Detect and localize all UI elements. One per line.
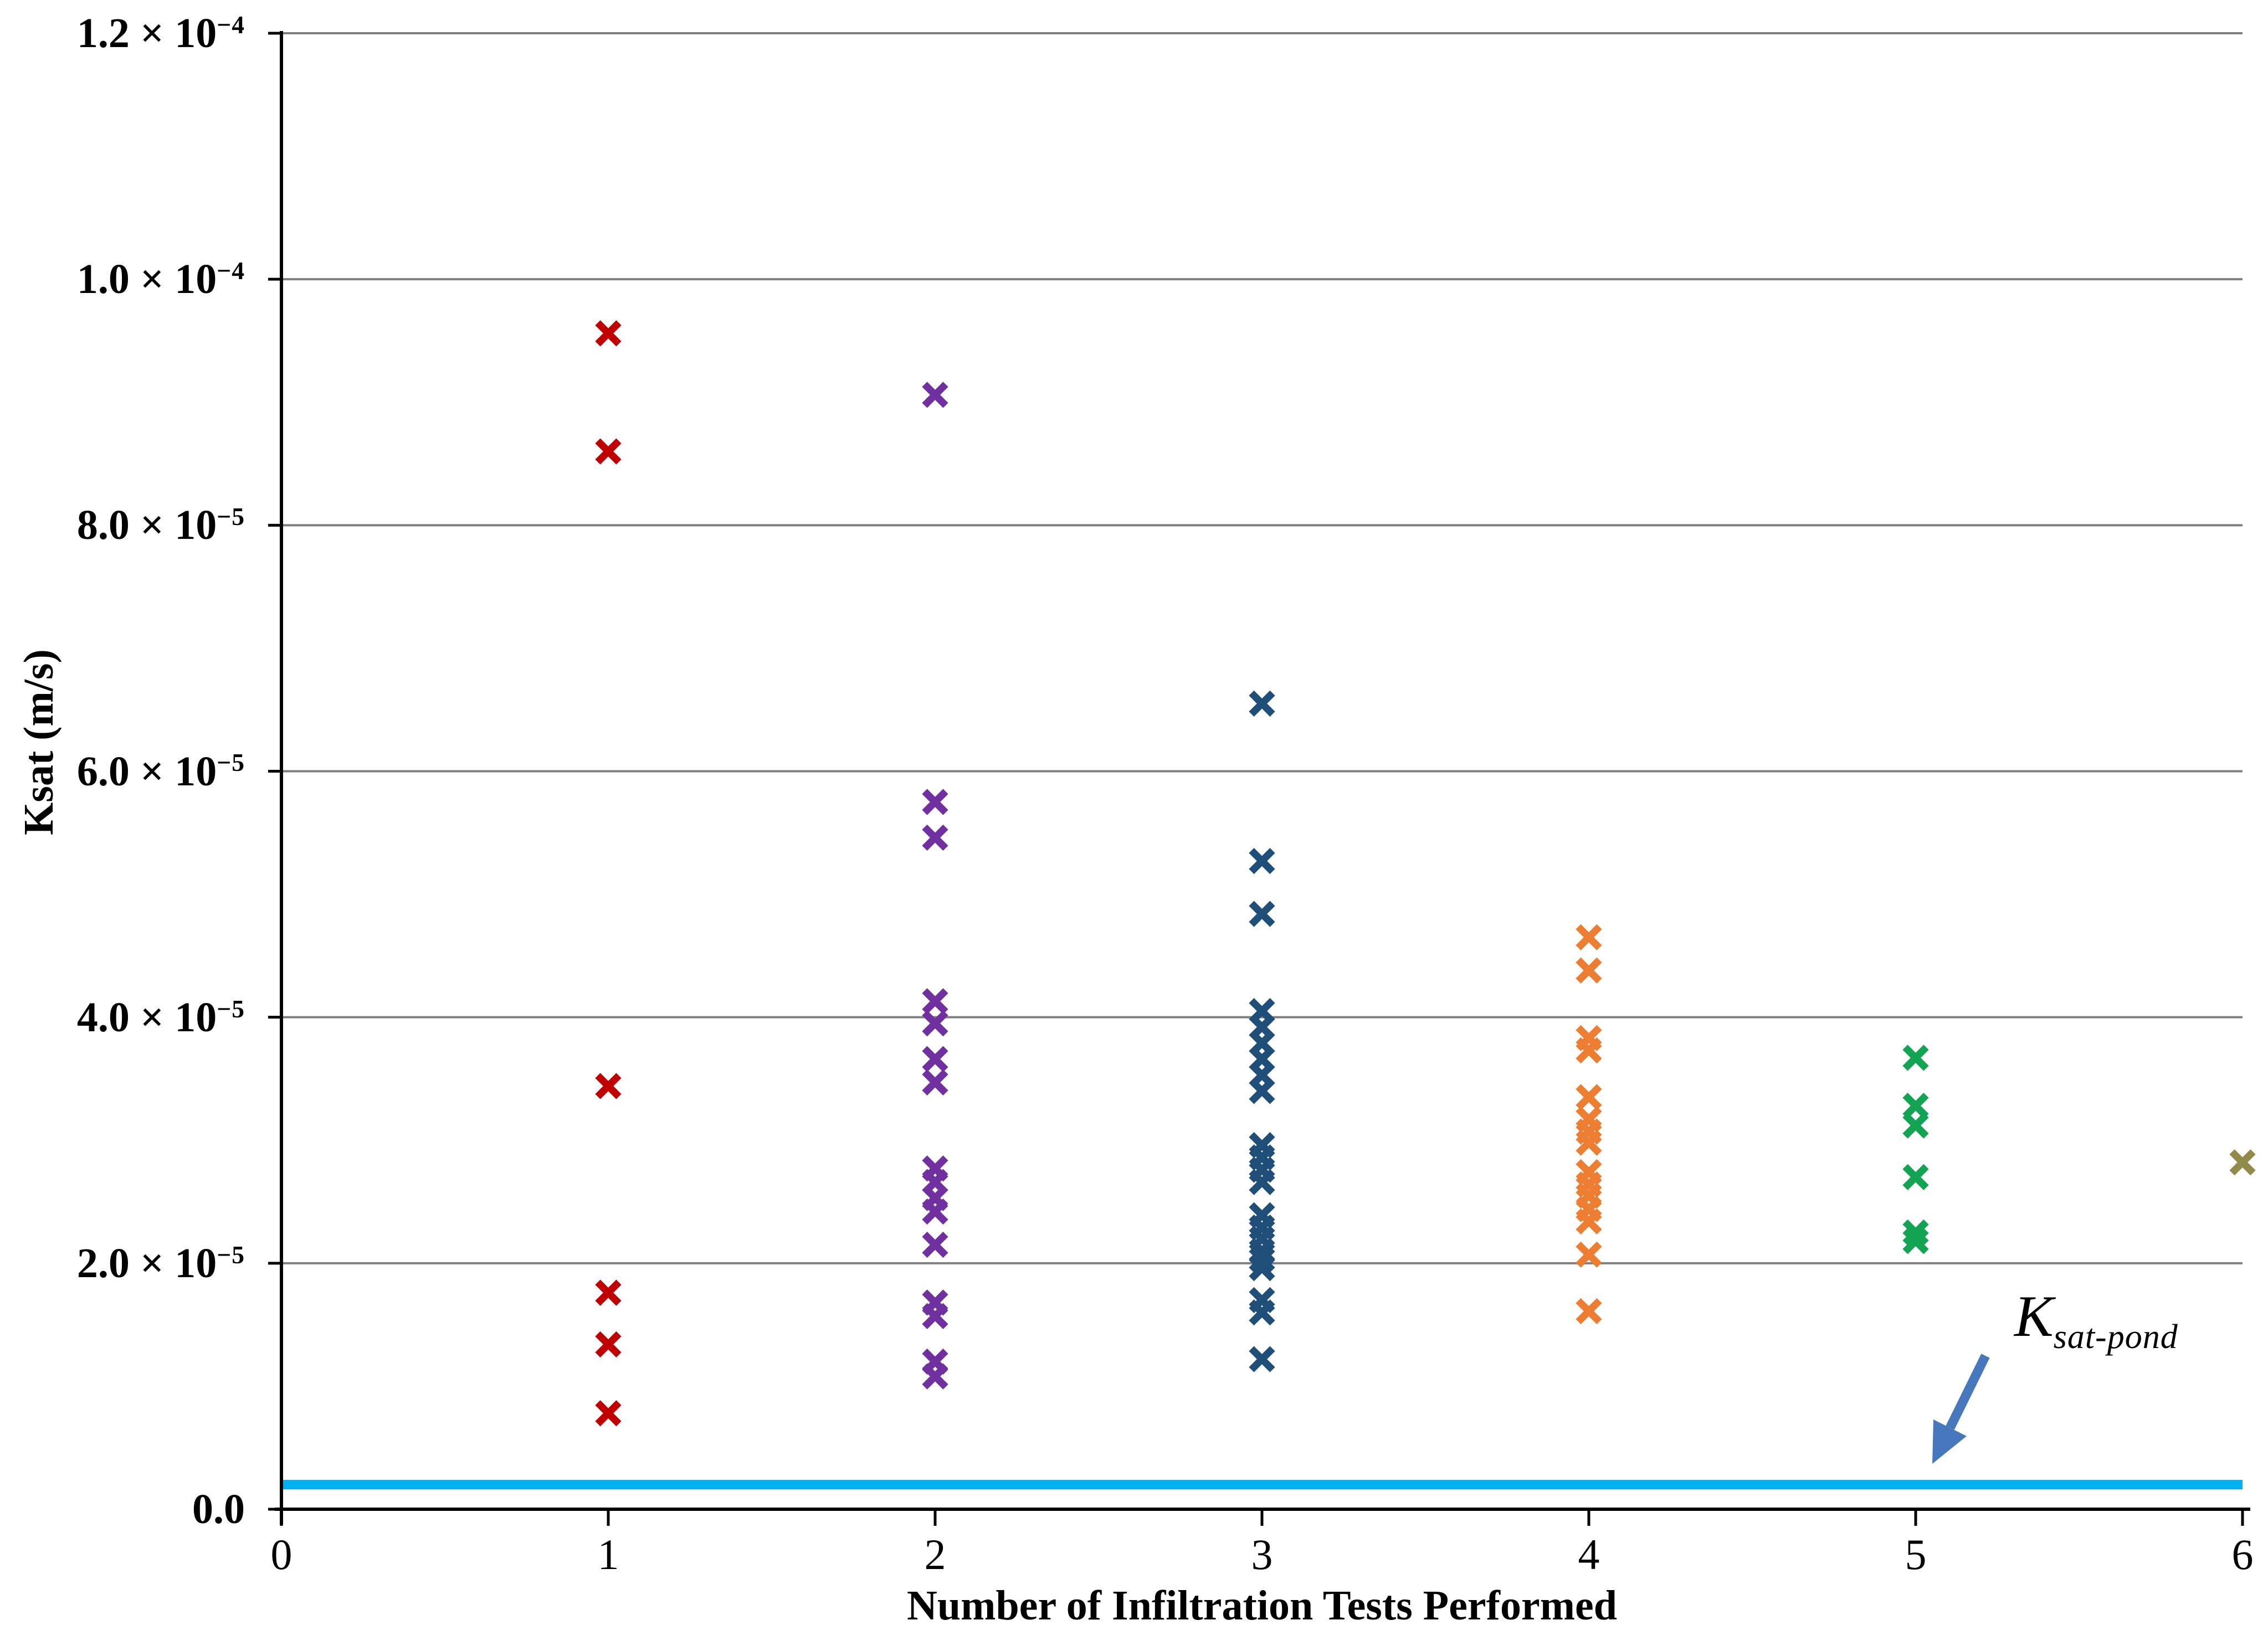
ref-line-annotation: Ksat-pond bbox=[2014, 1284, 2178, 1356]
y-tick-label: 8.0 × 10−5 bbox=[76, 502, 245, 549]
y-tick-label: 6.0 × 10−5 bbox=[76, 748, 245, 795]
data-point-marker bbox=[1902, 1164, 1929, 1190]
data-point-marker bbox=[922, 1069, 948, 1095]
data-point-marker bbox=[1902, 1092, 1929, 1119]
data-point-marker bbox=[922, 988, 948, 1015]
y-tick-label: 0.0 bbox=[192, 1486, 245, 1532]
x-tick-label: 5 bbox=[1905, 1530, 1927, 1578]
data-point-marker bbox=[1576, 1129, 1602, 1156]
x-tick-label: 2 bbox=[924, 1530, 946, 1578]
data-point-marker bbox=[2229, 1149, 2256, 1176]
y-tick-label: 1.2 × 10−4 bbox=[76, 10, 245, 56]
data-point-marker bbox=[1576, 1241, 1602, 1268]
x-axis-title: Number of Infiltration Tests Performed bbox=[906, 1582, 1618, 1629]
data-point-marker bbox=[1249, 690, 1275, 717]
data-point-marker bbox=[922, 1231, 948, 1258]
data-point-marker bbox=[1249, 1299, 1275, 1326]
data-point-marker bbox=[1249, 1169, 1275, 1195]
data-point-marker bbox=[1576, 924, 1602, 950]
data-point-marker bbox=[1576, 1208, 1602, 1235]
ref-line-annotation-sub: sat-pond bbox=[2053, 1318, 2178, 1356]
data-point-marker bbox=[595, 1331, 622, 1358]
y-tick-label: 2.0 × 10−5 bbox=[76, 1239, 245, 1287]
annotation-arrow-shaft bbox=[1946, 1354, 1990, 1430]
data-point-marker bbox=[595, 1279, 622, 1306]
data-point-marker bbox=[1249, 901, 1275, 927]
data-point-marker bbox=[595, 1073, 622, 1099]
data-point-marker bbox=[1249, 1255, 1275, 1282]
data-point-marker bbox=[922, 1198, 948, 1225]
data-point-marker bbox=[595, 1400, 622, 1427]
data-point-marker bbox=[595, 320, 622, 347]
data-point-marker bbox=[922, 1046, 948, 1072]
data-point-marker bbox=[1902, 1045, 1929, 1071]
data-point-marker bbox=[922, 1010, 948, 1037]
data-point-marker bbox=[1902, 1112, 1929, 1139]
data-point-marker bbox=[1249, 848, 1275, 875]
data-point-marker bbox=[922, 824, 948, 851]
data-point-marker bbox=[1902, 1219, 1929, 1246]
data-point-marker bbox=[1576, 1084, 1602, 1110]
data-point-marker bbox=[922, 1363, 948, 1390]
data-point-marker bbox=[595, 438, 622, 465]
data-point-marker bbox=[1902, 1228, 1929, 1254]
x-tick-label: 0 bbox=[270, 1530, 293, 1578]
y-axis-title: Ksat (m/s) bbox=[16, 649, 62, 835]
data-point-marker bbox=[1249, 1346, 1275, 1372]
data-point-marker bbox=[1249, 1078, 1275, 1104]
x-tick-label: 3 bbox=[1251, 1530, 1273, 1578]
data-point-marker bbox=[922, 789, 948, 815]
data-point-marker bbox=[922, 382, 948, 408]
data-point-marker bbox=[1249, 1246, 1275, 1273]
x-tick-label: 6 bbox=[2231, 1530, 2254, 1578]
data-point-marker bbox=[1576, 1298, 1602, 1325]
data-point-marker bbox=[922, 1303, 948, 1329]
y-tick-label: 1.0 × 10−4 bbox=[76, 256, 245, 303]
data-point-marker bbox=[1576, 1037, 1602, 1064]
ref-line-annotation-main: K bbox=[2014, 1284, 2054, 1349]
data-point-marker bbox=[1576, 957, 1602, 984]
x-tick-label: 4 bbox=[1578, 1530, 1600, 1578]
annotation-arrow-head bbox=[1932, 1419, 1967, 1464]
y-tick-label: 4.0 × 10−5 bbox=[76, 994, 245, 1041]
x-tick-label: 1 bbox=[597, 1530, 619, 1578]
